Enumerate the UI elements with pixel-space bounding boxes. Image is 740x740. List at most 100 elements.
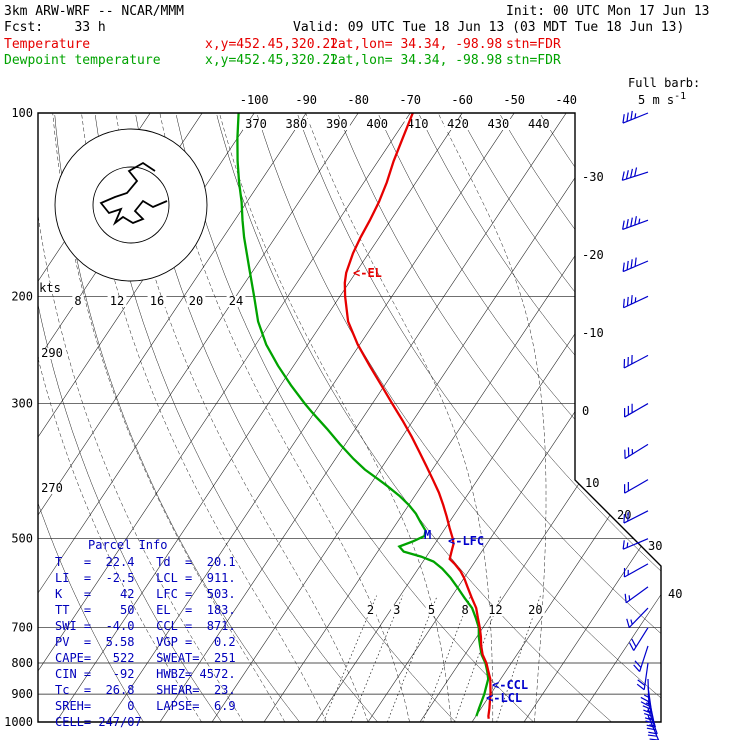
svg-text:-20: -20 [582, 248, 604, 262]
temperature-latlon: lat,lon= 34.34, -98.98 [330, 37, 503, 52]
svg-text:390: 390 [326, 117, 348, 131]
sounding-traces [236, 113, 492, 719]
svg-text:12: 12 [488, 603, 502, 617]
temperature-series-label: Temperature [4, 37, 91, 52]
chart-annotation: <-CCL [492, 678, 528, 692]
dewpoint-xy: x,y=452.45,320.22 [205, 53, 339, 68]
svg-text:3: 3 [393, 603, 400, 617]
svg-text:30: 30 [648, 539, 662, 553]
svg-text:200: 200 [11, 289, 33, 303]
dewpoint-trace [236, 113, 490, 717]
chart-annotation: <-LCL [486, 691, 522, 705]
svg-text:8: 8 [461, 603, 468, 617]
model-title: 3km ARW-WRF -- NCAR/MMM [4, 4, 185, 19]
svg-text:16: 16 [150, 294, 164, 308]
svg-text:kts: kts [39, 281, 61, 295]
svg-text:500: 500 [11, 532, 33, 546]
wind-barb [624, 586, 649, 604]
barb-legend-label: Full barb: [628, 76, 701, 90]
wind-barb [628, 627, 649, 651]
svg-text:12: 12 [110, 294, 124, 308]
parcel-info-lines: T = 22.4 Td = 20.1 LI = -2.5 LCL = 911. K … [55, 554, 236, 730]
temperature-trace [343, 113, 492, 719]
wind-barb [622, 216, 649, 231]
svg-text:24: 24 [229, 294, 243, 308]
parcel-info-line: K = 42 LFC = 503. [55, 587, 236, 601]
dewpoint-station: stn=FDR [506, 53, 561, 68]
parcel-info-line: CIN = -92 HWBZ= 4572. [55, 667, 236, 681]
wind-barb [626, 607, 649, 628]
svg-text:5: 5 [428, 603, 435, 617]
chart-annotation: <-EL [353, 266, 382, 280]
wind-barb [624, 403, 649, 418]
parcel-info-line: SREH= 0 LAPSE= 6.9 [55, 699, 236, 713]
svg-text:-10: -10 [582, 326, 604, 340]
svg-text:700: 700 [11, 621, 33, 635]
svg-text:380: 380 [286, 117, 308, 131]
dewpoint-series-label: Dewpoint temperature [4, 53, 161, 68]
wind-barb [623, 354, 649, 369]
svg-text:420: 420 [447, 117, 469, 131]
svg-text:-80: -80 [347, 93, 369, 107]
svg-text:-70: -70 [399, 93, 421, 107]
wind-barb [622, 538, 649, 550]
svg-text:2: 2 [367, 603, 374, 617]
parcel-info-line: CELL= 247/07 [55, 715, 142, 729]
parcel-info-panel: Parcel Info T = 22.4 Td = 20.1 LI = -2.5 … [55, 537, 236, 730]
svg-text:400: 400 [366, 117, 388, 131]
svg-text:0: 0 [582, 404, 589, 418]
svg-text:430: 430 [488, 117, 510, 131]
hodograph-trace [99, 161, 168, 226]
parcel-info-line: CAPE= 522 SWEAT= 251 [55, 651, 236, 665]
svg-text:-50: -50 [503, 93, 525, 107]
wind-barb [633, 645, 649, 672]
svg-text:-30: -30 [582, 170, 604, 184]
svg-text:300: 300 [11, 397, 33, 411]
svg-text:20: 20 [189, 294, 203, 308]
dewpoint-latlon: lat,lon= 34.34, -98.98 [330, 53, 503, 68]
parcel-info-line: Tc = 26.8 SHEAR= 23. [55, 683, 236, 697]
svg-text:40: 40 [668, 587, 682, 601]
svg-text:1000: 1000 [4, 715, 33, 729]
svg-text:-60: -60 [451, 93, 473, 107]
temperature-station: stn=FDR [506, 37, 561, 52]
svg-text:8: 8 [74, 294, 81, 308]
chart-annotation: M [424, 528, 431, 542]
svg-text:-40: -40 [555, 93, 577, 107]
parcel-info-line: PV = 5.58 VGP = 0.2 [55, 635, 236, 649]
svg-text:900: 900 [11, 687, 33, 701]
svg-text:20: 20 [528, 603, 542, 617]
svg-text:370: 370 [245, 117, 267, 131]
parcel-info-line: SWI = -4.0 CCL = 871. [55, 619, 236, 633]
wind-barb-column [621, 110, 660, 740]
wind-barb [623, 563, 649, 578]
wind-barb [623, 510, 649, 524]
wind-barb [622, 295, 649, 309]
init-time: Init: 00 UTC Mon 17 Jun 13 [506, 4, 710, 19]
svg-text:-100: -100 [240, 93, 269, 107]
svg-text:270: 270 [41, 481, 63, 495]
svg-text:800: 800 [11, 656, 33, 670]
wind-barb [622, 110, 649, 124]
parcel-info-line: T = 22.4 Td = 20.1 [55, 555, 236, 569]
svg-text:-90: -90 [295, 93, 317, 107]
valid-time: Valid: 09 UTC Tue 18 Jun 13 (03 MDT Tue … [293, 20, 685, 35]
hodograph-inset: kts 8 12 16 20 24 [38, 128, 246, 308]
wind-barb [624, 443, 649, 460]
svg-text:10: 10 [585, 476, 599, 490]
svg-text:410: 410 [407, 117, 429, 131]
svg-text:290: 290 [41, 346, 63, 360]
wind-barb [621, 167, 649, 181]
temperature-xy: x,y=452.45,320.22 [205, 37, 339, 52]
parcel-info-line: LI = -2.5 LCL = 911. [55, 571, 236, 585]
wind-barb [624, 479, 649, 494]
chart-annotation: <-LFC [448, 534, 484, 548]
svg-text:440: 440 [528, 117, 550, 131]
parcel-info-title: Parcel Info [88, 538, 168, 552]
in-plot-labels: 370 380 390 400 410 420 430 440 290 270 2 3 5 8 12 20 [38, 117, 552, 617]
barb-legend: Full barb: 5 m s-1 [628, 76, 700, 107]
parcel-info-line: TT = 50 EL = 183. [55, 603, 236, 617]
